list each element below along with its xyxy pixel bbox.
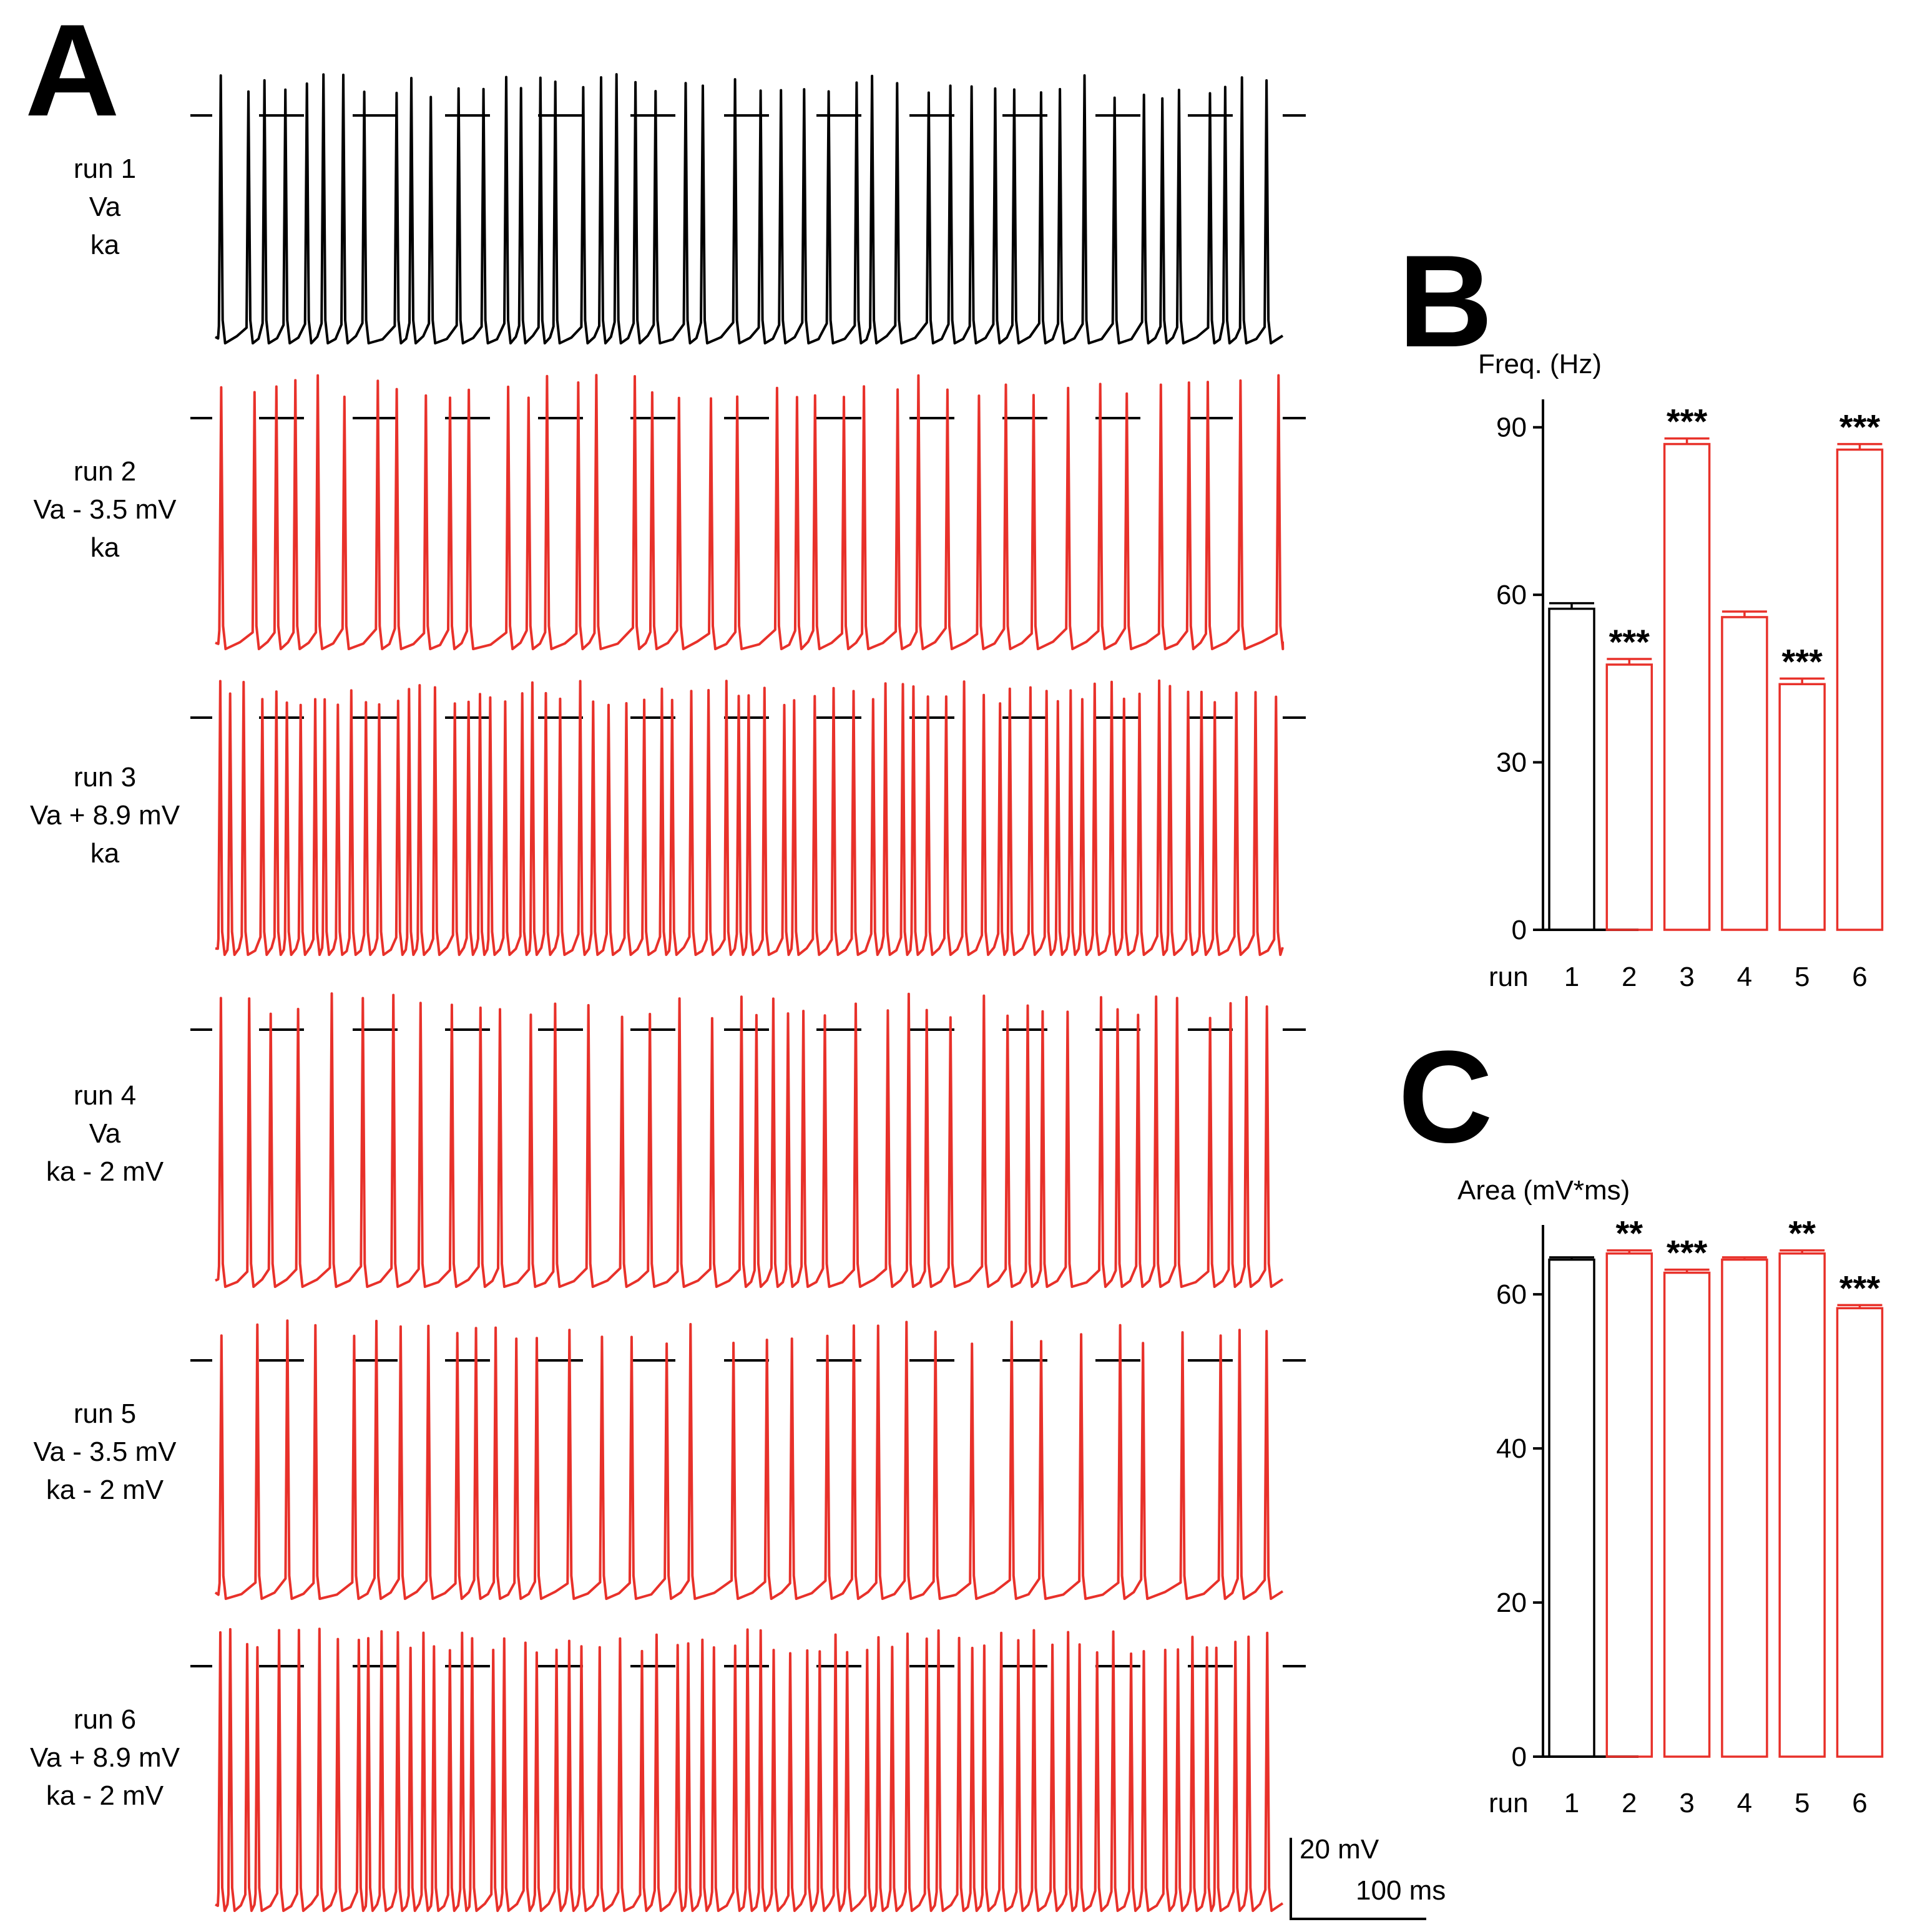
trace-run-4-line	[215, 992, 1284, 1288]
trace-label-run-4-line-3: ka - 2 mV	[46, 1156, 164, 1187]
chart-freq-bar-run-1	[1548, 607, 1595, 931]
scale-bar-voltage-label: 20 mV	[1300, 1834, 1379, 1865]
chart-area-y-tick-label: 40	[1496, 1433, 1527, 1464]
chart-freq-y-tick-label: 0	[1512, 915, 1527, 945]
chart-freq-significance-run-3: ***	[1667, 402, 1708, 441]
chart-area-xlabel: run	[1489, 1788, 1529, 1818]
trace-run-4: run 4 Va ka - 2 mV	[46, 992, 1306, 1288]
chart-area: Area (mV*ms) run 0 20 40 60 1 2 ** 3 *** 4 5 ** 6 ***	[1457, 1175, 1884, 1818]
trace-run-1: run 1 Va ka	[74, 73, 1306, 344]
chart-area-significance-run-5: **	[1788, 1214, 1816, 1253]
chart-area-bar-run-2	[1605, 1252, 1653, 1758]
chart-freq-bar-run-6	[1836, 448, 1884, 931]
chart-area-x-tick-label: 6	[1852, 1788, 1867, 1818]
chart-area-bar-run-3	[1663, 1271, 1711, 1758]
chart-freq-y-tick-label: 90	[1496, 412, 1527, 443]
trace-label-run-1-line-1: run 1	[74, 154, 136, 184]
trace-label-run-3-line-3: ka	[91, 838, 120, 869]
chart-area-significance-run-6: ***	[1839, 1268, 1881, 1307]
trace-label-run-1-line-2: Va	[89, 192, 121, 222]
trace-label-run-6-line-2: Va + 8.9 mV	[30, 1742, 180, 1773]
trace-label-run-4-line-2: Va	[89, 1118, 121, 1149]
chart-freq-x-tick-label: 1	[1564, 962, 1579, 992]
chart-area-y-tick-label: 0	[1512, 1742, 1527, 1772]
chart-freq-bar-run-3	[1663, 442, 1711, 931]
trace-label-run-3-line-2: Va + 8.9 mV	[30, 800, 180, 831]
scale-bar: 20 mV 100 ms	[1290, 1834, 1446, 1920]
trace-run-3: run 3 Va + 8.9 mV ka	[30, 679, 1306, 956]
chart-freq-bar-run-5	[1778, 683, 1826, 931]
chart-area-bar-run-6	[1836, 1307, 1884, 1758]
trace-label-run-1-line-3: ka	[91, 230, 120, 260]
chart-freq-significance-run-5: ***	[1782, 642, 1823, 681]
trace-label-run-6-line-3: ka - 2 mV	[46, 1780, 164, 1811]
chart-freq-x-tick-label: 6	[1852, 962, 1867, 992]
trace-run-1-line	[215, 73, 1284, 344]
chart-freq-x-tick-label: 4	[1737, 962, 1752, 992]
panel-letter-b: B	[1398, 228, 1493, 374]
chart-freq: Freq. (Hz) run 0 30 60 90 1 2 *** 3 *** 4 5 *** 6 ***	[1478, 349, 1884, 992]
chart-area-significance-run-3: ***	[1667, 1233, 1708, 1272]
trace-run-5-line	[214, 1319, 1284, 1600]
chart-area-x-tick-label: 5	[1795, 1788, 1810, 1818]
chart-area-y-tick-label: 60	[1496, 1279, 1527, 1310]
chart-freq-bar-run-4	[1721, 616, 1768, 931]
trace-label-run-4-line-1: run 4	[74, 1080, 136, 1111]
chart-freq-significance-run-6: ***	[1839, 407, 1881, 447]
chart-freq-ylabel: Freq. (Hz)	[1478, 349, 1602, 379]
scale-bar-lines	[1290, 1838, 1426, 1920]
trace-run-2-line	[215, 374, 1285, 650]
chart-area-bar-run-1	[1548, 1258, 1595, 1758]
trace-run-2: run 2 Va - 3.5 mV ka	[33, 374, 1306, 650]
chart-freq-x-tick-label: 2	[1622, 962, 1637, 992]
trace-run-5: run 5 Va - 3.5 mV ka - 2 mV	[33, 1319, 1306, 1600]
chart-area-y-tick-label: 20	[1496, 1588, 1527, 1618]
trace-label-run-2-line-2: Va - 3.5 mV	[33, 494, 177, 525]
trace-label-run-3-line-1: run 3	[74, 762, 136, 793]
chart-area-bar-run-4	[1721, 1258, 1768, 1758]
chart-area-x-tick-label: 1	[1564, 1788, 1579, 1818]
chart-area-x-tick-label: 3	[1679, 1788, 1694, 1818]
chart-freq-significance-run-2: ***	[1609, 622, 1650, 661]
chart-area-significance-run-2: **	[1616, 1214, 1643, 1253]
panel-letter-c: C	[1398, 1023, 1493, 1170]
panel-letter-a: A	[25, 0, 120, 144]
chart-freq-y-tick-label: 60	[1496, 580, 1527, 610]
trace-run-6-line	[215, 1627, 1284, 1912]
trace-label-run-5-line-3: ka - 2 mV	[46, 1475, 164, 1505]
chart-area-x-tick-label: 2	[1622, 1788, 1637, 1818]
trace-label-run-2-line-1: run 2	[74, 456, 136, 487]
trace-label-run-2-line-3: ka	[91, 532, 120, 563]
chart-freq-x-tick-label: 3	[1679, 962, 1694, 992]
chart-area-x-tick-label: 4	[1737, 1788, 1752, 1818]
trace-label-run-6-line-1: run 6	[74, 1704, 136, 1735]
chart-freq-bar-run-2	[1605, 663, 1653, 931]
trace-label-run-5-line-1: run 5	[74, 1398, 136, 1429]
trace-label-run-5-line-2: Va - 3.5 mV	[33, 1437, 177, 1467]
trace-run-6: run 6 Va + 8.9 mV ka - 2 mV	[30, 1627, 1306, 1912]
chart-freq-x-tick-label: 5	[1795, 962, 1810, 992]
chart-freq-y-tick-label: 30	[1496, 748, 1527, 778]
scale-bar-time-label: 100 ms	[1356, 1875, 1446, 1906]
chart-area-ylabel: Area (mV*ms)	[1457, 1175, 1630, 1206]
trace-run-3-line	[215, 679, 1284, 956]
panel-a-traces: run 1 Va ka run 2 Va - 3.5 mV ka run 3 Va + 8.9…	[30, 73, 1306, 1912]
chart-area-bar-run-5	[1778, 1252, 1826, 1758]
chart-freq-xlabel: run	[1489, 962, 1529, 992]
